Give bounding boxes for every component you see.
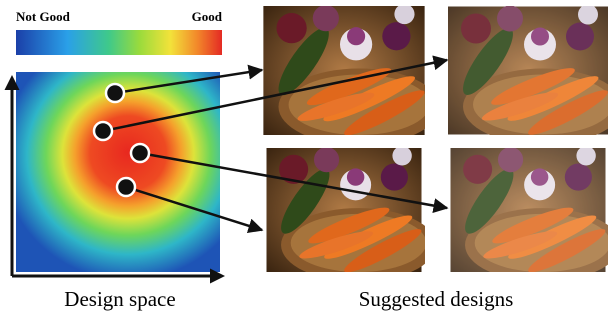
- design-point: [117, 178, 135, 196]
- design-point: [131, 144, 149, 162]
- photo: [451, 146, 612, 282]
- design-point: [94, 122, 112, 140]
- photo: [267, 146, 437, 282]
- photo: [263, 4, 439, 145]
- color-bar: [16, 30, 222, 55]
- high-label: Good: [192, 9, 223, 24]
- figure: Not Good Good Design space Suggested des…: [0, 0, 612, 318]
- design-point: [106, 84, 124, 102]
- caption: Design space: [64, 287, 175, 311]
- photos: [263, 4, 612, 282]
- photo: [448, 5, 612, 145]
- low-label: Not Good: [16, 9, 71, 24]
- caption: Suggested designs: [359, 287, 514, 311]
